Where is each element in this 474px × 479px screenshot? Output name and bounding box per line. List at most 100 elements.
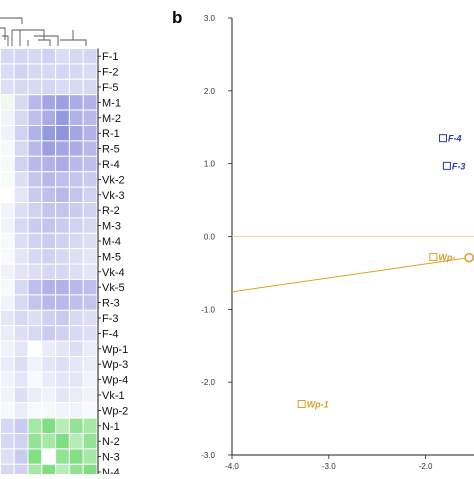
heatmap-cell <box>55 279 70 296</box>
heatmap-cell <box>68 340 84 358</box>
heatmap-cell <box>82 155 98 173</box>
heatmap-cell <box>68 386 84 404</box>
row-label: M-3 <box>102 221 121 233</box>
heatmap-cell <box>27 386 43 404</box>
heatmap-cell <box>41 309 57 327</box>
heatmap-cell <box>82 125 98 142</box>
heatmap-cell <box>27 448 43 465</box>
heatmap-cell <box>55 263 70 281</box>
row-label: F-2 <box>102 67 119 79</box>
regression-line <box>231 257 470 293</box>
heatmap-cell <box>55 371 70 388</box>
heatmap-cell <box>13 202 29 219</box>
heatmap-cell <box>55 78 70 96</box>
heatmap-cell <box>55 417 70 435</box>
heatmap-cell <box>68 279 84 296</box>
heatmap-cell <box>0 386 15 404</box>
heatmap-cell <box>41 294 57 311</box>
heatmap-cell <box>41 63 57 80</box>
heatmap-cell <box>13 217 29 234</box>
row-label: R-5 <box>102 144 120 156</box>
row-label: N-3 <box>102 452 120 464</box>
heatmap-cell <box>55 248 70 265</box>
heatmap-cell <box>13 232 29 250</box>
heatmap-cell <box>41 78 57 96</box>
heatmap-cell <box>55 125 70 142</box>
y-tick-label: 1.0 <box>204 160 216 169</box>
data-point <box>442 161 451 170</box>
panel-label: b <box>172 8 182 27</box>
heatmap-cell <box>55 325 70 342</box>
heatmap-cell <box>0 186 15 204</box>
heatmap-cell <box>27 94 43 111</box>
heatmap-cell <box>27 371 43 388</box>
heatmap-cell <box>41 417 57 435</box>
heatmap-cell <box>68 263 84 281</box>
heatmap-cell <box>82 140 98 157</box>
heatmap-cell <box>0 248 15 265</box>
heatmap-cell <box>68 463 84 479</box>
heatmap-cell <box>82 263 98 281</box>
dendrogram-branch <box>12 29 45 36</box>
heatmap-cell <box>27 232 43 250</box>
x-tick-label: -2.0 <box>419 462 433 471</box>
heatmap-cell <box>55 94 70 111</box>
heatmap-cell <box>0 63 15 80</box>
heatmap-cell <box>13 94 29 111</box>
heatmap-cell <box>41 94 57 111</box>
heatmap-cell <box>0 402 15 419</box>
heatmap-cell <box>13 263 29 281</box>
heatmap-cell <box>41 448 57 465</box>
heatmap-cell <box>41 356 57 373</box>
heatmap-cell <box>27 48 43 65</box>
heatmap-cell <box>68 309 84 327</box>
heatmap-cell <box>55 217 70 234</box>
heatmap-cell <box>13 433 29 450</box>
heatmap-cell <box>27 402 43 419</box>
heatmap-cell <box>55 309 70 327</box>
heatmap-cell <box>41 279 57 296</box>
row-label: Wp-3 <box>102 359 128 371</box>
dendrogram-branch <box>2 35 9 46</box>
heatmap-cell <box>82 448 98 465</box>
heatmap-cell <box>82 48 98 65</box>
heatmap-cell <box>27 325 43 342</box>
row-label: F-3 <box>102 313 119 325</box>
row-label: N-1 <box>102 421 120 433</box>
heatmap-cell <box>68 202 84 219</box>
heatmap-cell <box>41 463 57 479</box>
heatmap-cell <box>82 402 98 419</box>
point-label: Wp-1 <box>307 400 329 410</box>
heatmap-cell <box>68 63 84 80</box>
row-label: Wp-1 <box>102 344 128 356</box>
heatmap-cell <box>82 356 98 373</box>
heatmap-cell <box>68 48 84 65</box>
row-label: Wp-2 <box>102 405 128 417</box>
heatmap-cell <box>41 217 57 234</box>
heatmap-cell <box>41 140 57 157</box>
row-label: M-1 <box>102 97 121 109</box>
heatmap-cell <box>0 232 15 250</box>
heatmap-cell <box>27 248 43 265</box>
heatmap-cell <box>27 294 43 311</box>
heatmap-cell <box>82 325 98 342</box>
heatmap-cell <box>55 448 70 465</box>
heatmap-cell <box>68 402 84 419</box>
dendrogram <box>0 17 87 46</box>
heatmap-cell <box>13 448 29 465</box>
heatmap-cell <box>68 140 84 157</box>
heatmap-cell <box>68 94 84 111</box>
heatmap-cell <box>0 171 15 188</box>
scatter-plot: b 3.0 2.0 1.0 0.0 -1.0 -2.0 -3.0 -4.0 -3.0 -2.0 F-4… <box>172 8 474 471</box>
heatmap-cell <box>13 48 29 65</box>
heatmap-cell <box>41 340 57 358</box>
heatmap-cell <box>13 417 29 435</box>
heatmap-cell <box>55 155 70 173</box>
heatmap-cell <box>13 279 29 296</box>
heatmap-cell <box>0 371 15 388</box>
heatmap-cell <box>0 417 15 435</box>
heatmap-cell <box>82 78 98 96</box>
heatmap-cell <box>27 356 43 373</box>
data-point <box>439 134 448 143</box>
heatmap-cell <box>27 125 43 142</box>
